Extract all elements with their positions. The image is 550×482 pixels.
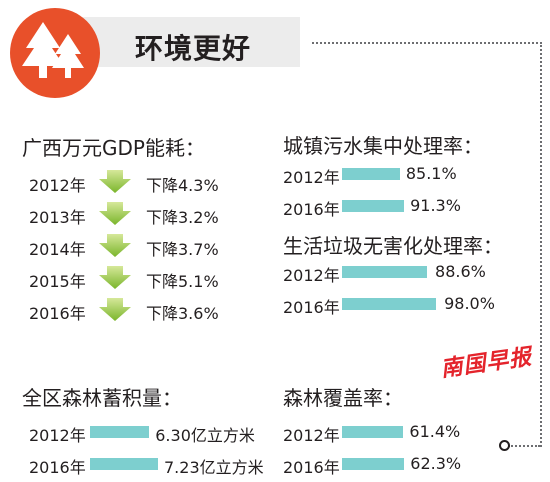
data-label: 98.0% [444,294,495,313]
data-label: 88.6% [435,262,486,281]
bar-mark [342,200,405,212]
data-label: 91.3% [410,196,461,215]
year-label: 2012年 [283,266,340,285]
sewage-title: 城镇污水集中处理率： [283,134,483,158]
bar-mark [90,458,158,470]
year-label: 2012年 [283,168,340,187]
pine-trees-icon [10,8,100,98]
arrow-down-icon [97,234,133,258]
dotted-divider-right [540,42,542,447]
newspaper-watermark: 南国早报 [438,343,534,383]
data-label: 7.23亿立方米 [164,458,264,477]
header-band [60,17,300,67]
year-label: 2014年 [29,240,86,259]
decrease-value: 下降4.3% [146,176,219,195]
line-end-circle-icon [499,440,510,451]
arrow-down-icon [97,298,133,322]
decrease-value: 下降3.7% [146,240,219,259]
bar-mark [342,168,400,180]
bar-mark [342,298,437,310]
year-label: 2013年 [29,208,86,227]
data-label: 61.4% [409,422,461,441]
bar-mark [342,426,404,438]
garbage-title: 生活垃圾无害化处理率： [283,234,503,258]
forest-stock-title: 全区森林蓄积量： [22,386,182,410]
arrow-down-icon [97,266,133,290]
data-label: 6.30亿立方米 [155,426,255,445]
year-label: 2012年 [29,426,86,445]
decrease-value: 下降3.6% [146,304,219,323]
arrow-down-icon [97,202,133,226]
data-label: 62.3% [410,454,462,473]
forest-cover-title: 森林覆盖率： [283,386,403,410]
bar-mark [342,458,405,470]
decrease-value: 下降5.1% [146,272,219,291]
year-label: 2016年 [283,200,340,219]
decrease-value: 下降3.2% [146,208,219,227]
arrow-down-icon [97,170,133,194]
year-label: 2012年 [283,426,340,445]
year-label: 2016年 [29,458,86,477]
year-label: 2012年 [29,176,86,195]
bar-mark [342,266,428,278]
year-label: 2016年 [283,458,340,477]
page-title: 环境更好 [135,32,252,65]
dotted-divider-end [508,445,540,447]
year-label: 2016年 [283,298,340,317]
bar-mark [90,426,150,438]
year-label: 2015年 [29,272,86,291]
gdp-energy-title: 广西万元GDP能耗： [22,136,205,160]
data-label: 85.1% [405,164,457,183]
dotted-divider-top [312,42,542,44]
year-label: 2016年 [29,304,86,323]
